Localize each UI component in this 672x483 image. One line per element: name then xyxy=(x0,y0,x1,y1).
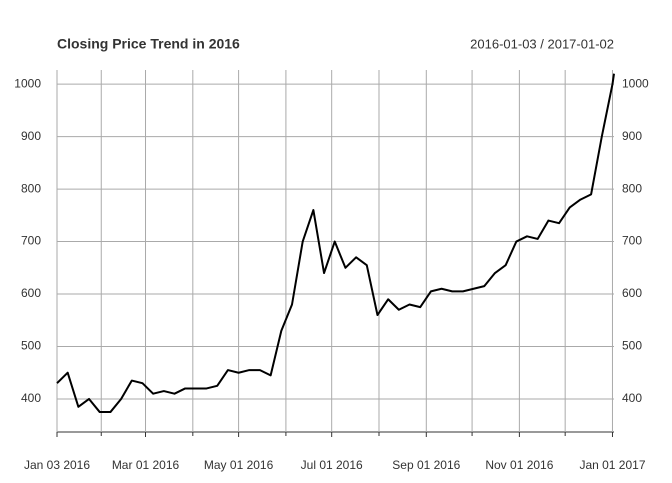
y-tick-label: 500 xyxy=(21,339,41,353)
y2-tick-label: 800 xyxy=(622,181,642,195)
y2-tick-label: 600 xyxy=(622,286,642,300)
y2-tick-label: 900 xyxy=(622,129,642,143)
y2-tick-label: 1000 xyxy=(622,76,649,90)
y-tick-label: 400 xyxy=(21,391,41,405)
x-tick-label: Jan 03 2016 xyxy=(24,458,90,472)
y-tick-label: 900 xyxy=(21,129,41,143)
y-tick-label: 1000 xyxy=(14,76,41,90)
x-tick-label: May 01 2016 xyxy=(204,458,274,472)
chart-subtitle: 2016-01-03 / 2017-01-02 xyxy=(470,36,614,51)
x-tick-label: Nov 01 2016 xyxy=(485,458,553,472)
price-line xyxy=(56,73,615,414)
y2-tick-label: 700 xyxy=(622,234,642,248)
y2-tick-label: 400 xyxy=(622,391,642,405)
chart-title: Closing Price Trend in 2016 xyxy=(57,36,240,52)
x-tick-label: Jul 01 2016 xyxy=(301,458,363,472)
y2-tick-label: 500 xyxy=(622,339,642,353)
x-tick-label: Jan 01 2017 xyxy=(579,458,645,472)
x-tick-label: Mar 01 2016 xyxy=(112,458,180,472)
y-tick-label: 800 xyxy=(21,181,41,195)
x-tick-label: Sep 01 2016 xyxy=(392,458,460,472)
y-tick-label: 600 xyxy=(21,286,41,300)
y-tick-label: 700 xyxy=(21,234,41,248)
